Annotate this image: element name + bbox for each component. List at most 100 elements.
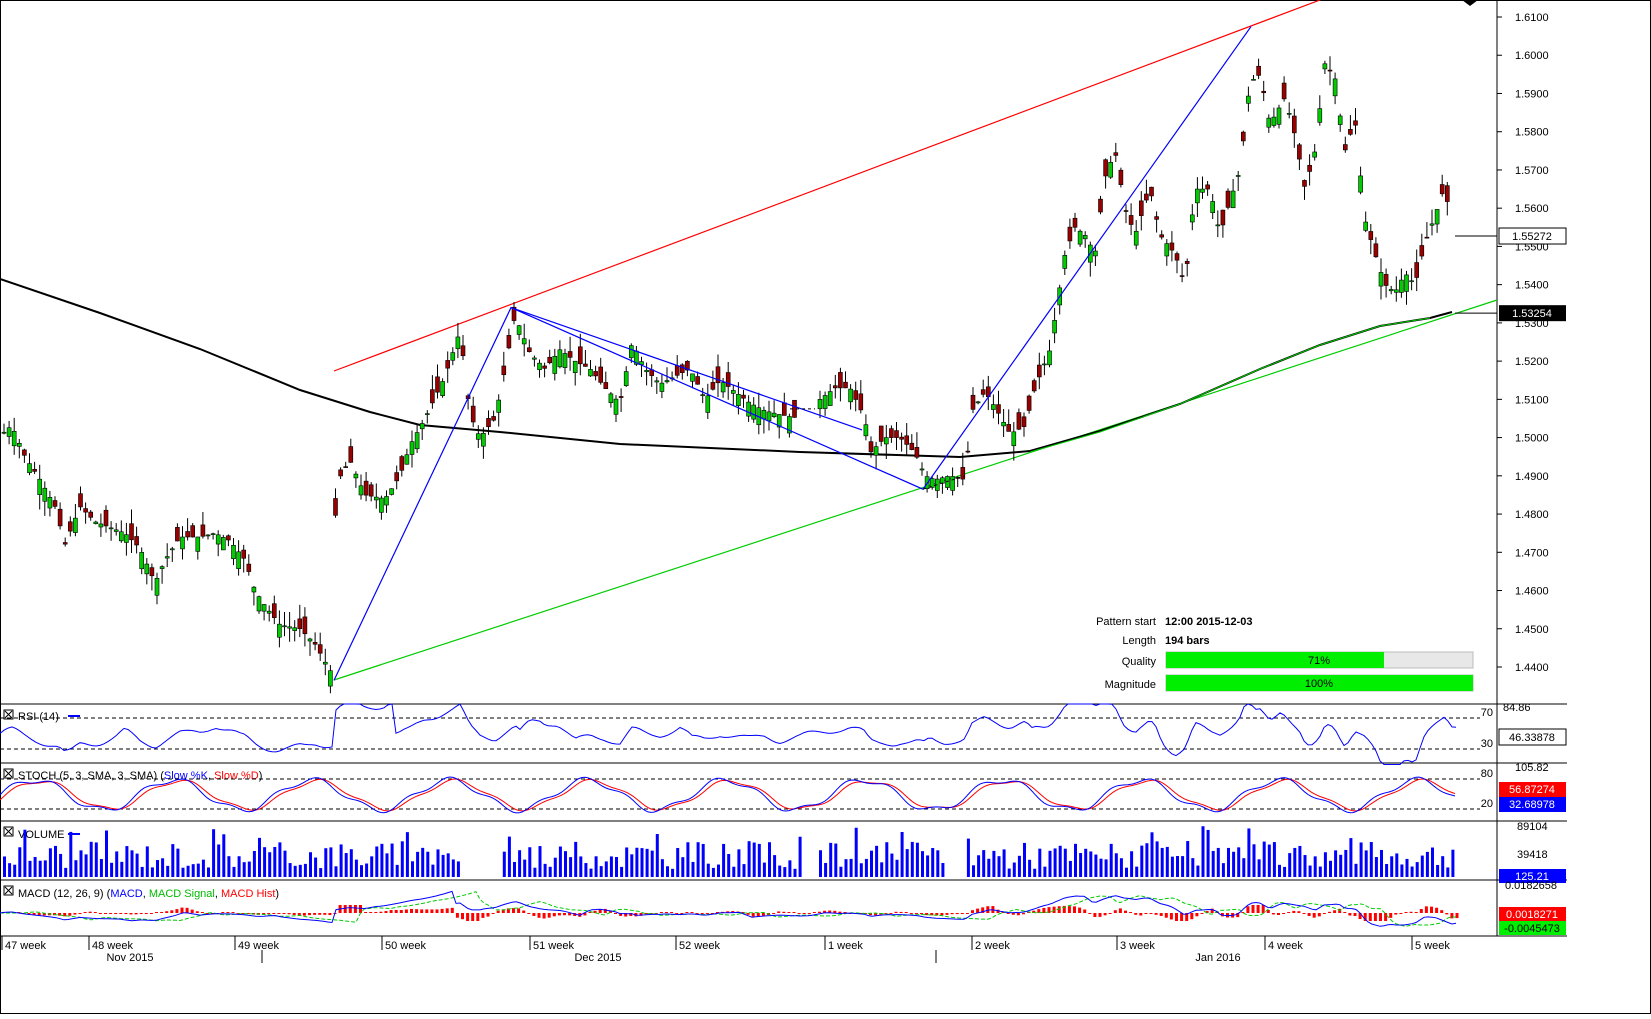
candle-body [185, 531, 190, 538]
volume-bar [43, 860, 47, 877]
candle [608, 392, 614, 408]
macd-hist-bar [1333, 910, 1337, 913]
price-tick-label: 1.5100 [1515, 394, 1549, 406]
pattern-info: Pattern start 12:00 2015-12-03 Length 19… [1096, 616, 1474, 692]
candle [16, 438, 22, 459]
candle-body [1123, 210, 1129, 212]
candle-body [348, 446, 354, 463]
candle-body [848, 388, 853, 403]
candle-body [1256, 65, 1261, 76]
volume-bar [609, 856, 613, 877]
volume-bar [54, 845, 57, 877]
macd-panel: MACD (12, 26, 9) (MACD, MACD Signal, MAC… [0, 880, 1566, 935]
macd-hist-bar [139, 913, 143, 914]
candle [751, 397, 757, 423]
candle-body [608, 393, 614, 403]
candle [685, 360, 690, 377]
chevron-down-icon[interactable] [1462, 0, 1478, 6]
macd-hist-bar [833, 910, 837, 913]
volume-bar [1053, 848, 1057, 877]
candle-body [1205, 184, 1210, 190]
rsi-title: RSI (14) [18, 711, 59, 723]
volume-bar [375, 846, 379, 877]
candle-body [317, 644, 323, 654]
volume-bar [1344, 849, 1348, 877]
candle-body [139, 552, 144, 570]
macd-value: 0.0018271 [1506, 909, 1558, 921]
candle-body [720, 382, 726, 393]
candle-body [170, 548, 175, 551]
macd-hist-bar [262, 913, 266, 915]
candle [144, 558, 150, 585]
candle [1414, 249, 1419, 292]
volume-bar [181, 867, 185, 877]
volume-bar [640, 848, 644, 877]
candle [1195, 177, 1200, 217]
candle-body [532, 357, 537, 360]
candle-body [1348, 129, 1353, 135]
candle-body [736, 394, 741, 406]
macd-hist-bar [1424, 906, 1428, 913]
candle [506, 328, 512, 350]
volume-bar [599, 866, 603, 877]
candle-body [1001, 422, 1006, 427]
candle [1409, 268, 1414, 291]
stoch-axis-top: 105.82 [1515, 762, 1549, 774]
candle-body [1031, 380, 1037, 392]
volume-bar [1176, 856, 1179, 877]
volume-bar [1023, 842, 1026, 877]
candle [1215, 210, 1221, 238]
volume-bar [1002, 849, 1006, 877]
volume-axis-top: 89104 [1517, 821, 1548, 833]
candle [287, 611, 292, 642]
candle-body [343, 466, 349, 468]
volume-bar [864, 858, 868, 877]
volume-bar [1007, 868, 1011, 877]
candle [384, 490, 389, 513]
candle-body [1266, 117, 1272, 128]
macd-hist-bar [119, 913, 123, 914]
volume-bar [1114, 853, 1118, 877]
volume-bar [186, 865, 190, 877]
candle [873, 441, 879, 470]
candle-body [68, 521, 73, 532]
volume-bar [1272, 842, 1276, 877]
candle-body [904, 435, 910, 445]
candle-body [603, 382, 609, 389]
candle [129, 509, 134, 553]
candle-body [623, 371, 629, 386]
macd-hist-bar [1353, 913, 1357, 917]
candle [119, 520, 124, 543]
candle [1251, 75, 1256, 81]
volume-bar [395, 864, 399, 877]
macd-hist-bar [78, 913, 82, 914]
candle-body [695, 376, 700, 385]
volume-bar [140, 866, 144, 877]
macd-hist-bar [675, 913, 679, 914]
macd-hist-bar [430, 909, 434, 913]
macd-hist-bar [1455, 913, 1459, 919]
macd-hist-bar [129, 913, 133, 915]
candle-body [266, 610, 272, 614]
volume-bar [1288, 853, 1292, 877]
volume-bar [1329, 860, 1332, 877]
volume-bar [926, 855, 930, 877]
volume-bar [1012, 862, 1016, 877]
candle-body [700, 394, 706, 396]
candle-body [878, 425, 884, 442]
candle [379, 495, 384, 520]
macd-hist-bar [455, 913, 459, 918]
volume-bar [1410, 866, 1414, 877]
candle [282, 611, 287, 637]
candle-body [1195, 188, 1200, 204]
candle [588, 359, 593, 377]
candle [205, 534, 211, 540]
close-icon [4, 827, 13, 836]
price-tick-label: 1.5000 [1515, 433, 1549, 445]
candle [965, 441, 971, 454]
candle [838, 367, 843, 402]
candle-body [221, 537, 226, 551]
candle [164, 543, 170, 568]
candle-body [419, 423, 425, 430]
